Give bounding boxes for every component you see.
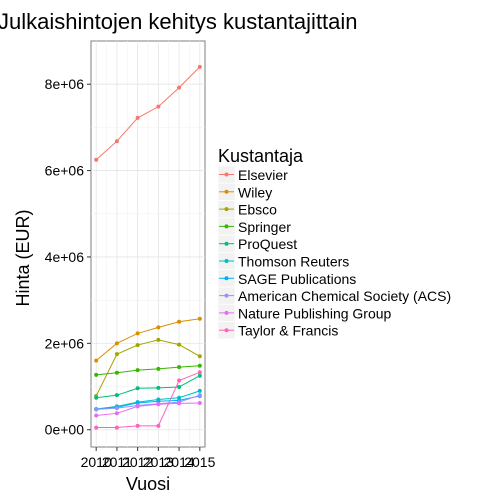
legend-label-taylor-francis: Taylor & Francis xyxy=(238,323,338,339)
series-line-springer xyxy=(96,365,200,376)
legend-label-nature-publishing-group: Nature Publishing Group xyxy=(238,305,392,321)
data-point-proquest xyxy=(177,384,182,389)
legend-key-point xyxy=(224,172,229,177)
legend-label-sage-publications: SAGE Publications xyxy=(238,271,356,287)
series-line-ebsco xyxy=(95,339,201,397)
x-tick-label: 2015 xyxy=(184,454,215,470)
data-point-elsevier xyxy=(94,157,99,162)
x-axis-title: Vuosi xyxy=(126,474,170,494)
data-point-taylor-francis xyxy=(197,370,202,375)
series-lines xyxy=(95,66,201,429)
legend-key-point xyxy=(224,241,229,246)
data-point-elsevier xyxy=(177,85,182,90)
x-tick-label: 2014 xyxy=(164,454,195,470)
legend-key-point xyxy=(224,310,229,315)
data-point-springer xyxy=(177,365,182,370)
series-line-elsevier xyxy=(95,66,201,161)
data-point-nature-publishing-group xyxy=(197,400,202,405)
y-tick-label: 6e+06 xyxy=(45,163,85,179)
legend-label-springer: Springer xyxy=(238,219,291,235)
data-point-proquest xyxy=(94,395,99,400)
data-point-wiley xyxy=(197,316,202,321)
x-tick-label: 2010 xyxy=(81,454,112,470)
series-points xyxy=(94,64,202,430)
data-point-springer xyxy=(114,370,119,375)
chart-title: Julkaishintojen kehitys kustantajittain xyxy=(0,9,358,34)
series-line-wiley xyxy=(95,318,200,362)
minor-gridlines xyxy=(91,41,205,447)
legend-key-point xyxy=(224,189,229,194)
data-point-wiley xyxy=(135,331,140,336)
series-line-nature-publishing-group xyxy=(96,402,200,416)
series-line-thomson-reuters xyxy=(96,390,200,410)
legend-label-proquest: ProQuest xyxy=(238,236,297,252)
data-point-elsevier xyxy=(197,64,202,69)
data-point-springer xyxy=(135,368,140,373)
legend-key-point xyxy=(224,276,229,281)
data-point-springer xyxy=(156,366,161,371)
data-point-wiley xyxy=(177,319,182,324)
y-tick-label: 4e+06 xyxy=(45,249,85,265)
data-point-proquest xyxy=(156,385,161,390)
legend-key-point xyxy=(224,207,229,212)
data-point-taylor-francis xyxy=(135,423,140,428)
y-axis-title: Hinta (EUR) xyxy=(13,209,33,306)
data-point-springer xyxy=(94,372,99,377)
series-line-american-chemical-society-acs xyxy=(96,394,200,410)
data-point-springer xyxy=(197,363,202,368)
data-point-nature-publishing-group xyxy=(156,402,161,407)
data-point-nature-publishing-group xyxy=(177,401,182,406)
y-tick-label: 0e+00 xyxy=(45,422,85,438)
y-tick-label: 8e+06 xyxy=(45,76,85,92)
x-tick-label: 2011 xyxy=(102,454,132,470)
x-tick-label: 2013 xyxy=(143,454,174,470)
data-point-nature-publishing-group xyxy=(114,411,119,416)
y-axis: 0e+00 2e+06 4e+06 6e+06 8e+06 xyxy=(45,76,91,438)
legend-title: Kustantaja xyxy=(218,146,304,166)
data-point-elsevier xyxy=(114,139,119,144)
x-tick-label: 2012 xyxy=(122,454,153,470)
data-point-ebsco xyxy=(135,343,140,348)
data-point-elsevier xyxy=(135,115,140,120)
legend-key-point xyxy=(224,293,229,298)
legend-label-elsevier: Elsevier xyxy=(238,167,288,183)
legend-key-point xyxy=(224,224,229,229)
legend-label-ebsco: Ebsco xyxy=(238,202,277,218)
data-point-taylor-francis xyxy=(156,423,161,428)
data-point-wiley xyxy=(114,341,119,346)
legend-label-american-chemical-society-acs: American Chemical Society (ACS) xyxy=(238,288,451,304)
data-point-ebsco xyxy=(156,337,161,342)
data-point-ebsco xyxy=(114,352,119,357)
data-point-elsevier xyxy=(156,104,161,109)
data-point-thomson-reuters xyxy=(197,388,202,393)
legend-key-point xyxy=(224,328,229,333)
series-line-proquest xyxy=(96,375,201,399)
data-point-american-chemical-society-acs xyxy=(94,407,99,412)
data-point-taylor-francis xyxy=(114,425,119,430)
legend-label-thomson-reuters: Thomson Reuters xyxy=(238,254,349,270)
data-point-taylor-francis xyxy=(177,378,182,383)
y-tick-label: 2e+06 xyxy=(45,335,85,351)
data-point-nature-publishing-group xyxy=(94,413,99,418)
data-point-nature-publishing-group xyxy=(135,404,140,409)
data-point-taylor-francis xyxy=(94,425,99,430)
data-point-wiley xyxy=(156,325,161,330)
data-point-ebsco xyxy=(177,342,182,347)
legend-key-point xyxy=(224,259,229,263)
data-point-american-chemical-society-acs xyxy=(197,393,202,398)
data-point-proquest xyxy=(197,373,202,378)
data-point-wiley xyxy=(94,358,99,363)
data-point-proquest xyxy=(135,386,140,391)
data-point-proquest xyxy=(114,393,119,398)
series-line-sage-publications xyxy=(96,395,200,410)
data-point-ebsco xyxy=(197,354,202,359)
legend-label-wiley: Wiley xyxy=(238,184,272,200)
series-line-taylor-francis xyxy=(96,371,201,429)
data-point-american-chemical-society-acs xyxy=(114,406,119,411)
